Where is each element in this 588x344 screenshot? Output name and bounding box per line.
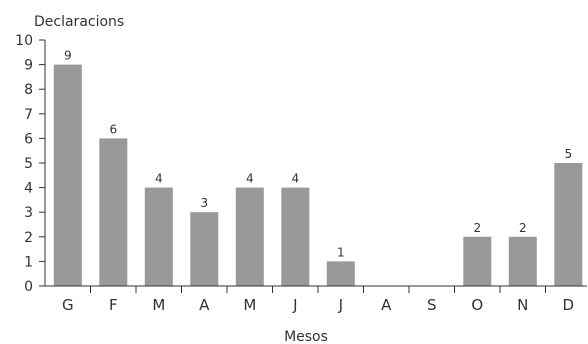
- x-tick-label-6: J: [292, 296, 297, 314]
- y-tick-label-3: 3: [24, 205, 33, 221]
- x-axis-title: Mesos: [284, 329, 328, 344]
- x-tick-label-3: M: [152, 296, 165, 314]
- bar-6: [281, 187, 310, 286]
- bar-7: [326, 261, 355, 286]
- y-tick-label-1: 1: [24, 254, 33, 270]
- data-label-5: 4: [246, 172, 254, 186]
- x-tick-label-11: N: [517, 296, 528, 314]
- x-tick-label-9: S: [427, 296, 437, 314]
- x-tick-label-5: M: [243, 296, 256, 314]
- x-tick-label-8: A: [381, 296, 392, 314]
- bar-5: [235, 187, 264, 286]
- data-label-1: 9: [64, 49, 72, 63]
- y-tick-label-9: 9: [24, 58, 33, 74]
- y-tick-label-0: 0: [24, 279, 33, 295]
- y-tick-label-2: 2: [24, 230, 33, 246]
- bar-1: [53, 64, 82, 286]
- x-tick-label-4: A: [199, 296, 210, 314]
- data-label-10: 2: [473, 221, 481, 235]
- y-tick-label-8: 8: [24, 82, 33, 98]
- y-axis: 0 1 2 3 4 5 6 7 8 9 10: [15, 33, 46, 295]
- data-label-7: 1: [337, 245, 345, 259]
- data-labels-group: 9 6 4 3 4 4 1 2 2 5: [64, 49, 572, 260]
- bar-10: [463, 236, 492, 286]
- x-tick-label-2: F: [109, 296, 118, 314]
- y-tick-label-7: 7: [24, 107, 33, 123]
- bar-11: [508, 236, 537, 286]
- y-tick-label-10: 10: [15, 33, 33, 49]
- data-label-11: 2: [519, 221, 527, 235]
- y-tick-label-5: 5: [24, 156, 33, 172]
- data-label-6: 4: [291, 172, 299, 186]
- x-tick-label-7: J: [338, 296, 343, 314]
- data-label-2: 6: [109, 122, 117, 136]
- x-tick-label-12: D: [563, 296, 575, 314]
- data-label-3: 4: [155, 172, 163, 186]
- x-tick-label-1: G: [62, 296, 74, 314]
- bar-4: [190, 212, 219, 286]
- x-tick-label-10: O: [471, 296, 483, 314]
- bar-2: [99, 138, 128, 286]
- bar-3: [144, 187, 173, 286]
- y-tick-label-4: 4: [24, 181, 33, 197]
- bars-group: [53, 64, 583, 286]
- data-label-4: 3: [200, 196, 208, 210]
- data-label-12: 5: [564, 147, 572, 161]
- bar-12: [554, 163, 583, 286]
- y-axis-title: Declaracions: [34, 14, 124, 30]
- y-tick-label-6: 6: [24, 131, 33, 147]
